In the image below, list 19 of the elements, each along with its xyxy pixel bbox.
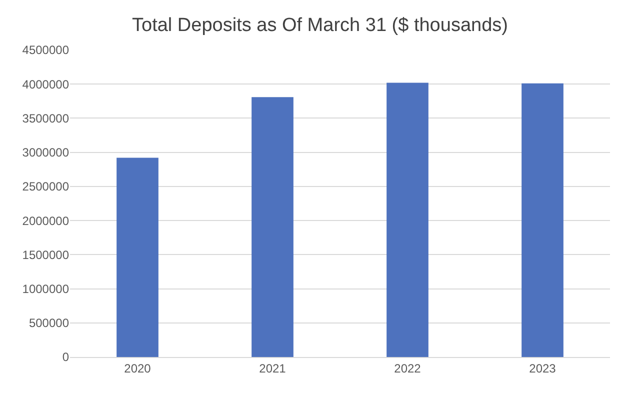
bar [116,158,158,357]
x-tick-label: 2023 [529,361,556,376]
y-tick-label: 2000000 [22,214,70,228]
x-tick-label: 2022 [394,361,422,376]
y-tick-label: 2500000 [22,180,70,194]
bar [252,97,294,357]
y-tick-label: 0 [62,350,70,364]
y-tick-label: 4500000 [22,43,70,58]
y-tick-label: 500000 [28,316,70,330]
y-tick-label: 1000000 [22,282,70,296]
y-tick-label: 3000000 [22,146,70,160]
x-tick-label: 2021 [259,361,286,376]
bar [386,82,428,357]
x-tick-label: 2020 [124,361,152,376]
y-tick-label: 1500000 [22,248,70,262]
chart-title: Total Deposits as Of March 31 ($ thousands) [132,15,508,36]
y-tick-label: 3500000 [22,111,70,126]
bar [522,83,564,357]
y-tick-label: 4000000 [22,77,70,92]
